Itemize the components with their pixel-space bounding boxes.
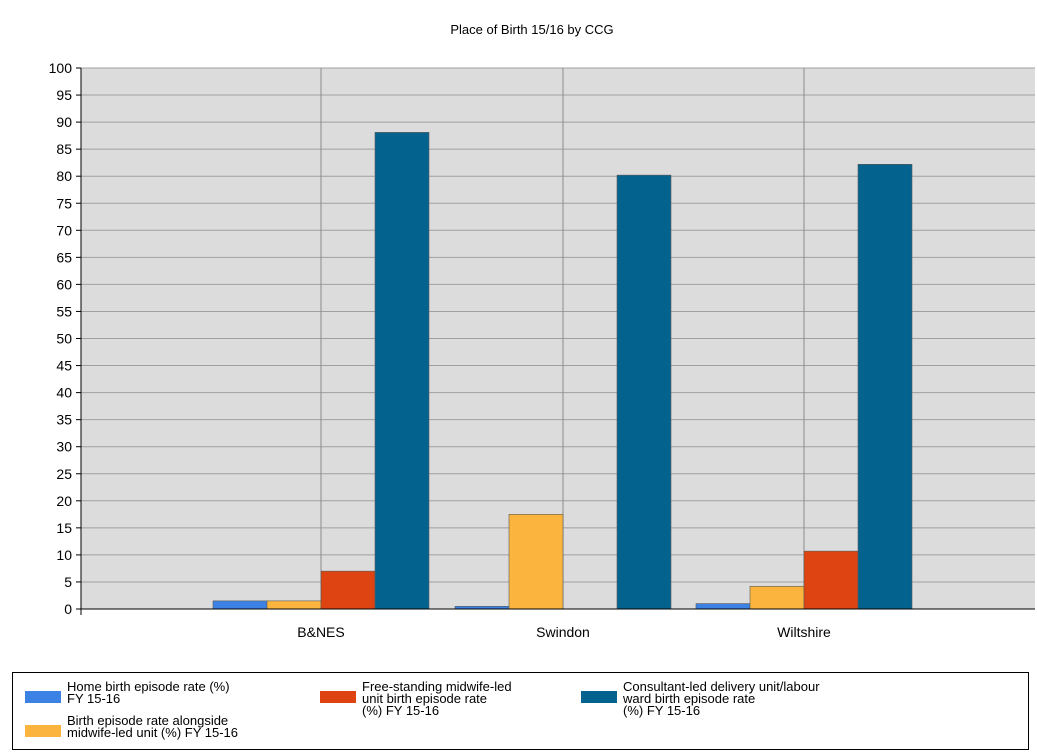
y-tick-label: 25 bbox=[56, 466, 72, 482]
y-tick-label: 5 bbox=[64, 574, 72, 590]
y-tick-label: 80 bbox=[56, 168, 72, 184]
legend-swatch-free-standing bbox=[320, 691, 356, 703]
legend-line: FY 15-16 bbox=[67, 691, 121, 706]
x-tick-label: Swindon bbox=[536, 624, 590, 640]
bar bbox=[212, 600, 268, 610]
legend-line: Consultant-led delivery unit/labour bbox=[623, 679, 820, 694]
legend-label-alongside-midwife: Birth episode rate alongside midwife-led… bbox=[67, 713, 238, 740]
y-tick-label: 70 bbox=[56, 222, 72, 238]
x-tick-label: Wiltshire bbox=[777, 624, 831, 640]
y-tick-label: 35 bbox=[56, 412, 72, 428]
bars bbox=[212, 132, 913, 610]
y-tick-label: 90 bbox=[56, 114, 72, 130]
bar bbox=[266, 600, 322, 610]
y-tick-label: 100 bbox=[49, 60, 73, 76]
bar bbox=[695, 603, 751, 610]
legend-swatch-alongside-midwife bbox=[25, 725, 61, 737]
legend-swatch-home-birth bbox=[25, 691, 61, 703]
y-tick-label: 50 bbox=[56, 331, 72, 347]
y-tick-label: 20 bbox=[56, 493, 72, 509]
legend-item-consultant-led: Consultant-led delivery unit/labour ward… bbox=[581, 679, 820, 718]
y-tick-label: 55 bbox=[56, 303, 72, 319]
bar bbox=[803, 550, 859, 610]
bar bbox=[374, 132, 430, 610]
y-tick-label: 95 bbox=[56, 87, 72, 103]
legend-line: (%) FY 15-16 bbox=[362, 703, 440, 718]
y-tick-label: 10 bbox=[56, 547, 72, 563]
axes: 0 5 10 15 20 25 30 35 40 45 50 55 60 65 70 75 80 85 90 95 10… bbox=[49, 60, 1035, 640]
legend-label-free-standing: Free-standing midwife-led unit birth epi… bbox=[362, 679, 512, 718]
y-tick-label: 0 bbox=[64, 601, 72, 617]
y-tick-label: 45 bbox=[56, 358, 72, 374]
y-tick-label: 30 bbox=[56, 439, 72, 455]
y-tick-label: 40 bbox=[56, 385, 72, 401]
y-tick-label: 60 bbox=[56, 276, 72, 292]
chart: Place of Birth 15/16 by CCG 0 5 10 15 20 25 30… bbox=[49, 22, 1035, 640]
y-tick-label: 85 bbox=[56, 141, 72, 157]
legend: Home birth episode rate (%) FY 15-16 Bir… bbox=[12, 672, 1029, 750]
legend-line: Birth episode rate alongside bbox=[67, 713, 229, 728]
chart-title: Place of Birth 15/16 by CCG bbox=[450, 22, 613, 37]
bar bbox=[320, 570, 376, 610]
legend-label-home-birth: Home birth episode rate (%) FY 15-16 bbox=[67, 679, 230, 706]
legend-label-consultant-led: Consultant-led delivery unit/labour ward… bbox=[623, 679, 820, 718]
y-tick-label: 65 bbox=[56, 249, 72, 265]
legend-item-home-birth: Home birth episode rate (%) FY 15-16 bbox=[25, 679, 230, 706]
legend-line: ward birth episode rate bbox=[623, 691, 756, 706]
x-tick-label: B&NES bbox=[297, 624, 344, 640]
legend-line: (%) FY 15-16 bbox=[623, 703, 701, 718]
bar bbox=[616, 174, 672, 610]
legend-item-alongside-midwife: Birth episode rate alongside midwife-led… bbox=[25, 713, 238, 740]
legend-line: Home birth episode rate (%) bbox=[67, 679, 230, 694]
legend-line: midwife-led unit (%) FY 15-16 bbox=[67, 725, 238, 740]
legend-swatch-consultant-led bbox=[581, 691, 617, 703]
bar bbox=[749, 585, 805, 610]
y-tick-label: 15 bbox=[56, 520, 72, 536]
legend-line: unit birth episode rate bbox=[362, 691, 488, 706]
bar bbox=[508, 514, 564, 610]
legend-line: Free-standing midwife-led bbox=[362, 679, 512, 694]
legend-item-free-standing: Free-standing midwife-led unit birth epi… bbox=[320, 679, 512, 718]
y-tick-label: 75 bbox=[56, 195, 72, 211]
bar bbox=[857, 163, 913, 610]
